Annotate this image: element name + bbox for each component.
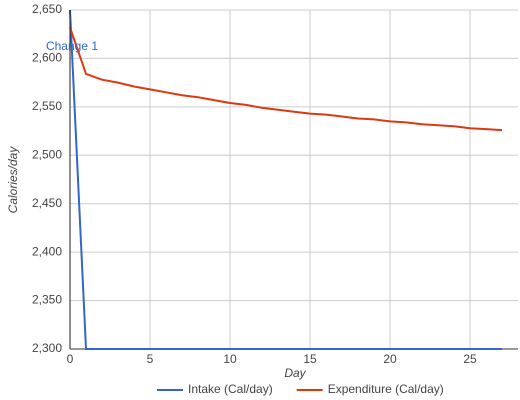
legend-label: Intake (Cal/day)	[188, 382, 273, 396]
y-tick-label: 2,550	[32, 99, 62, 113]
y-tick-label: 2,500	[32, 147, 62, 161]
x-tick-label: 5	[147, 352, 154, 366]
x-axis-title: Day	[284, 366, 306, 380]
x-tick-label: 20	[383, 352, 397, 366]
y-tick-label: 2,450	[32, 196, 62, 210]
y-axis-title: Calories/day	[6, 146, 20, 214]
series-line	[69, 27, 503, 132]
y-tick-label: 2,600	[32, 51, 62, 65]
x-tick-label: 10	[223, 352, 237, 366]
x-tick-label: 0	[67, 352, 74, 366]
y-tick-label: 2,650	[32, 2, 62, 16]
y-tick-label: 2,300	[32, 341, 62, 355]
series-line	[69, 9, 502, 350]
y-tick-label: 2,350	[32, 293, 62, 307]
x-tick-label: 25	[463, 352, 477, 366]
x-tick-label: 15	[303, 352, 317, 366]
legend-label: Expenditure (Cal/day)	[328, 382, 444, 396]
annotation-label: Change 1	[46, 39, 98, 53]
y-tick-label: 2,400	[32, 244, 62, 258]
